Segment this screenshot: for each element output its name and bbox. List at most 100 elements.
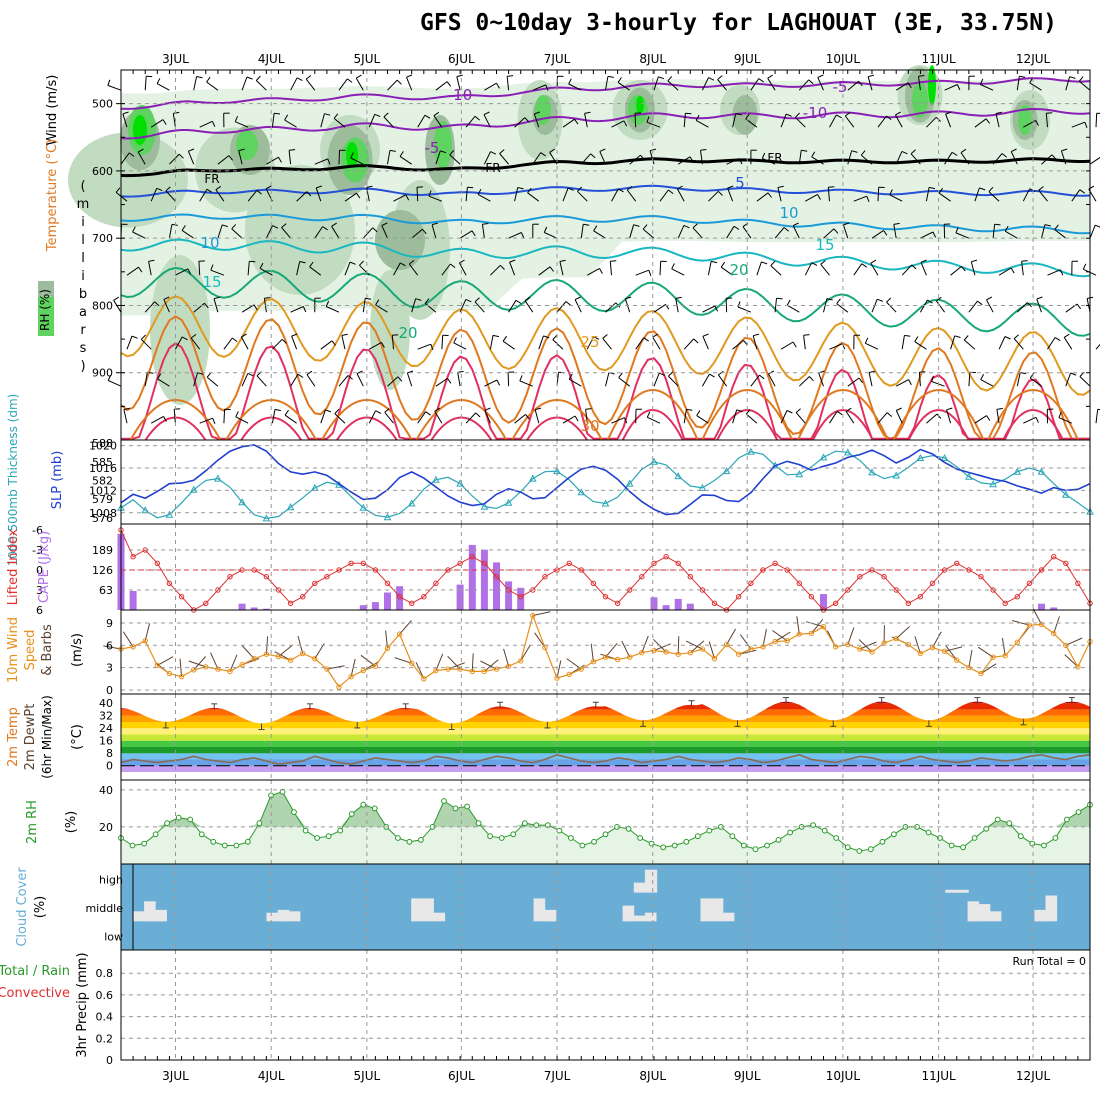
thickness-point	[868, 468, 876, 476]
wind-barb-flag	[980, 374, 985, 380]
wind-barb-flag	[870, 259, 877, 264]
wind-barb	[290, 306, 304, 313]
wind-barb-flag	[259, 262, 264, 269]
wind-barb-flag	[440, 150, 447, 154]
wind-barb-flag	[929, 186, 936, 190]
wind-barb-flag	[736, 409, 743, 412]
lifted-index-point	[663, 554, 669, 560]
wind-barb-flag	[683, 224, 690, 229]
wind10-label-1: 10m Wind	[6, 617, 21, 683]
wind10-barb	[144, 623, 151, 641]
wind-barb	[206, 81, 219, 91]
date-label-bottom: 3JUL	[162, 1069, 189, 1083]
wind-barb-flag	[1004, 336, 1011, 340]
wind-barb	[187, 151, 195, 165]
wind-barb-flag	[623, 417, 628, 424]
wind-barb	[441, 263, 451, 276]
wind-barb	[350, 157, 364, 165]
wind-barb	[667, 80, 679, 91]
wind-barb	[818, 372, 824, 387]
rh-blob-vivid	[928, 65, 936, 105]
thickness-point	[1061, 490, 1070, 498]
wind-barb-flag	[325, 409, 332, 413]
wind-barb-flag	[642, 224, 648, 230]
wind-barb-flag	[392, 334, 399, 336]
slp-tick-label: 1016	[89, 462, 117, 475]
thickness-tick-label: 585	[92, 456, 113, 469]
lifted-index-point	[396, 594, 403, 600]
wind-barb-flag	[936, 296, 942, 302]
wind-barb	[290, 374, 299, 387]
wind-barb-flag	[1001, 153, 1008, 158]
wind-barb	[762, 158, 776, 165]
wind-barb	[387, 150, 391, 165]
wind-barb	[320, 409, 326, 424]
wind-barb-flag	[860, 150, 866, 156]
wind-barb-flag	[156, 187, 163, 192]
wind10-point	[832, 644, 839, 650]
wind-barb	[770, 265, 782, 276]
wind-barb-flag	[617, 77, 622, 83]
thickness-tick-label: 588	[92, 437, 113, 450]
lifted-index-point	[178, 594, 185, 600]
wind-barb	[434, 410, 443, 424]
rh2m-point	[787, 829, 793, 836]
date-label-top: 8JUL	[639, 52, 666, 66]
wind10-barb	[739, 634, 752, 650]
wind-barb	[602, 337, 612, 350]
cape-bar	[384, 592, 391, 610]
wind-barb-flag	[649, 148, 657, 152]
wind10-barb	[590, 643, 594, 662]
thickness-point	[650, 457, 658, 465]
wind-barb-flag	[231, 224, 237, 230]
wind-barb-flag	[1076, 303, 1082, 310]
cape-bar	[650, 597, 658, 610]
wind-barb-flag	[1063, 333, 1070, 338]
wind-barb	[433, 115, 443, 128]
wind-barb-flag	[753, 333, 760, 337]
wind-barb-flag	[289, 149, 296, 151]
rh2m-point	[314, 835, 321, 841]
isotherm-line	[120, 107, 1091, 140]
wind-barb	[901, 335, 905, 350]
wind-tick-label: 3	[106, 662, 113, 675]
wind-barb	[474, 301, 485, 313]
wind-barb	[387, 79, 398, 91]
isotherm-label: 5	[735, 174, 745, 192]
wind-barb	[284, 414, 297, 424]
wind-barb	[175, 268, 189, 276]
wind10-point	[760, 644, 766, 650]
li-tick-label: 3	[36, 584, 43, 597]
wind-barb	[1095, 113, 1098, 128]
wind-barb	[1065, 372, 1072, 387]
lifted-index-point	[518, 594, 524, 600]
wind-barb	[925, 187, 930, 202]
rh2m-point	[291, 809, 297, 815]
wind-barb	[1079, 376, 1091, 387]
cloud-middle-cell	[411, 898, 423, 922]
wind-barb	[309, 266, 322, 276]
wind-barb	[1023, 416, 1037, 424]
wind-barb	[288, 150, 292, 165]
rh2m-point	[348, 811, 355, 817]
wind-barb-flag	[375, 410, 382, 414]
wind-barb	[889, 194, 903, 202]
thickness-point	[214, 474, 222, 482]
wind-barb-flag	[783, 227, 790, 232]
wind-barb-flag	[927, 299, 933, 304]
wind-barb	[1058, 417, 1072, 424]
wind10-point	[203, 664, 209, 670]
wind10-barb	[435, 653, 444, 671]
wind10-point	[723, 641, 730, 648]
lifted-index-point	[651, 560, 657, 566]
thickness-point	[407, 499, 416, 507]
wind-barb	[737, 306, 752, 313]
wind-barb	[120, 152, 130, 165]
wind-barb	[920, 262, 927, 276]
wind-barb-flag	[938, 187, 944, 194]
wind-barb	[683, 338, 695, 350]
wind-barb	[798, 376, 810, 387]
wind10-barb	[772, 630, 788, 642]
cape-bar	[662, 605, 670, 610]
wind10-point	[457, 666, 463, 672]
